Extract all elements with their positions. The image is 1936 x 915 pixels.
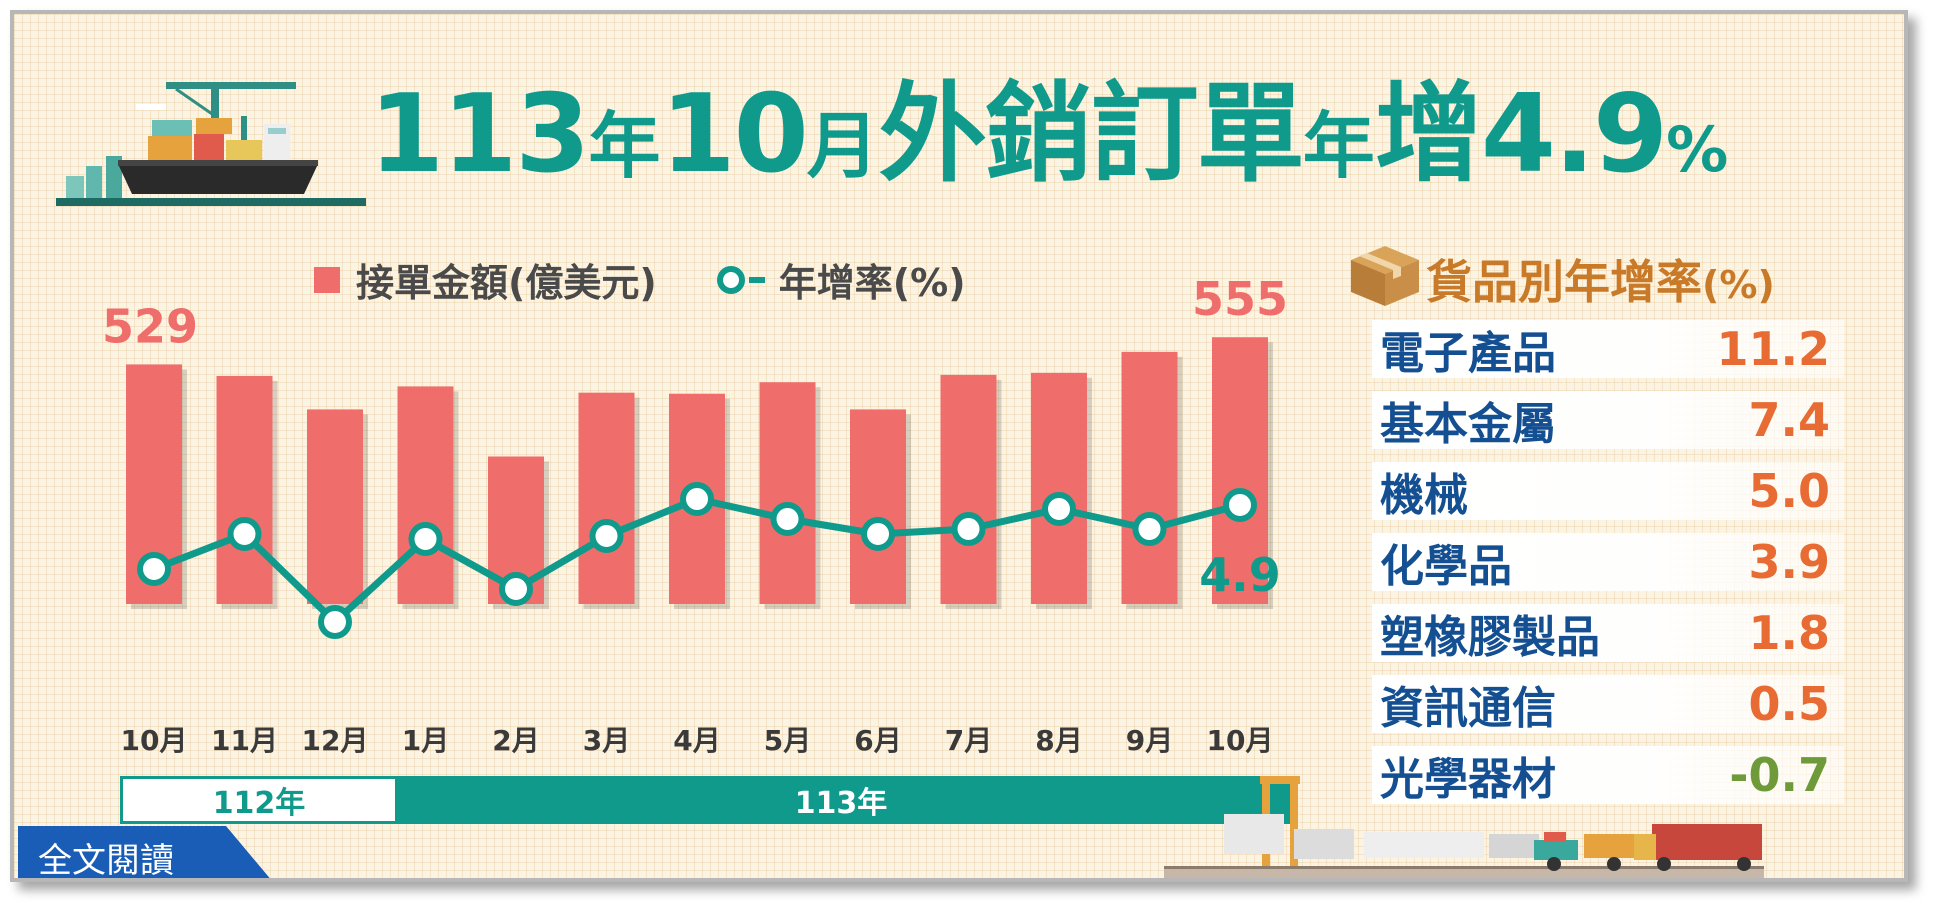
growth-rate-point	[951, 512, 986, 546]
bar	[216, 375, 273, 604]
growth-rate-point	[1132, 512, 1167, 546]
growth-rate-point	[861, 517, 895, 551]
headline-month: 10	[660, 72, 808, 197]
category-row: 基本金屬 7.4	[1372, 391, 1844, 450]
headline-year-word: 年	[1302, 104, 1375, 188]
headline-rate: 4.9	[1480, 72, 1668, 197]
line-legend-dash	[748, 276, 765, 283]
year-113-label: 113年	[794, 786, 888, 821]
bar	[578, 392, 635, 604]
category-title-text: 貨品別年增率	[1426, 255, 1702, 309]
bar-data-label: 529	[102, 299, 198, 353]
month-tick-label: 11月	[211, 724, 278, 757]
bar	[397, 386, 454, 604]
month-tick-label: 10月	[121, 724, 188, 757]
growth-rate-point	[589, 519, 624, 553]
month-tick-label: 5月	[764, 724, 811, 757]
bar	[1031, 372, 1087, 604]
growth-rate-point	[770, 502, 805, 536]
month-tick-label: 6月	[854, 724, 901, 757]
headline-increase: 增	[1374, 72, 1483, 197]
month-tick-label: 9月	[1126, 724, 1173, 757]
bar-data-label: 555	[1192, 272, 1288, 326]
category-value: 3.9	[1748, 535, 1831, 589]
month-tick-label: 8月	[1035, 724, 1082, 757]
growth-rate-point	[318, 605, 352, 639]
category-row: 塑橡膠製品 1.8	[1372, 604, 1844, 663]
category-list: 電子產品 11.2 基本金屬 7.4 機械 5.0 化學品 3.9 塑橡膠製品 …	[1372, 320, 1844, 817]
bar	[1212, 337, 1268, 604]
chart-legend: 接單金額(億美元) 年增率(%)	[314, 252, 966, 307]
growth-rate-point	[227, 517, 262, 551]
read-full-text-button[interactable]: 全文閱讀	[18, 826, 278, 878]
category-name: 基本金屬	[1380, 399, 1556, 450]
infographic-frame: 113 年 10 月 外銷訂單 年 增 4.9 % 接單金額(億美元) 年增率(…	[10, 10, 1908, 882]
category-growth-title: 貨品別年增率(%)	[1426, 246, 1775, 312]
growth-rate-data-label: 4.9	[1199, 548, 1281, 602]
growth-rate-point	[499, 572, 533, 606]
trucks-illustration	[1164, 776, 1764, 878]
headline-subject: 外銷訂單	[878, 72, 1305, 197]
category-name: 資訊通信	[1380, 683, 1556, 734]
bar	[759, 382, 816, 604]
category-value: 0.5	[1748, 677, 1831, 731]
category-title-unit: (%)	[1702, 263, 1775, 307]
headline-year-unit: 年	[588, 104, 661, 188]
category-row: 資訊通信 0.5	[1372, 675, 1844, 734]
category-value: 11.2	[1716, 322, 1831, 376]
bar-legend-swatch	[314, 266, 340, 293]
year-112-label: 112年	[123, 779, 395, 821]
cargo-ship-illustration	[56, 82, 366, 206]
growth-rate-point	[408, 522, 443, 556]
growth-rate-point	[680, 482, 714, 516]
category-name: 塑橡膠製品	[1380, 612, 1600, 663]
month-tick-label: 7月	[945, 724, 992, 757]
category-row: 化學品 3.9	[1372, 533, 1844, 592]
line-legend-marker-icon	[716, 265, 745, 294]
growth-rate-point	[1042, 492, 1076, 526]
orders-chart: 10月 11月 12月 1月 2月 3月 4月 5月 6月 7月 8月 9月 10月 529 555 4.9	[102, 272, 1288, 757]
month-tick-label: 10月	[1207, 724, 1274, 757]
category-value: 5.0	[1748, 464, 1831, 518]
headline-year: 113	[369, 72, 590, 197]
category-name: 光學器材	[1380, 754, 1556, 805]
month-tick-label: 1月	[402, 724, 449, 757]
bar	[307, 409, 363, 604]
bar	[850, 409, 906, 604]
category-row: 機械 5.0	[1372, 462, 1844, 521]
line-legend-label: 年增率(%)	[778, 261, 966, 305]
bar-legend-label: 接單金額(億美元)	[356, 261, 657, 305]
headline: 113 年 10 月 外銷訂單 年 增 4.9 %	[369, 70, 1728, 200]
category-value: 7.4	[1748, 393, 1831, 447]
headline-percent: %	[1666, 113, 1729, 186]
category-name: 電子產品	[1380, 328, 1556, 379]
package-box-icon	[1351, 246, 1419, 306]
category-value: 1.8	[1748, 606, 1831, 660]
category-name: 機械	[1380, 470, 1468, 521]
bar	[1121, 351, 1178, 604]
year-timeline: 112年 113年	[120, 776, 1290, 824]
growth-rate-point	[137, 552, 171, 586]
category-row: 電子產品 11.2	[1372, 320, 1844, 379]
month-tick-label: 2月	[492, 724, 539, 757]
month-tick-label: 4月	[673, 724, 720, 757]
month-tick-label: 12月	[302, 724, 369, 757]
growth-rate-point	[1223, 488, 1257, 522]
category-name: 化學品	[1380, 541, 1512, 592]
month-tick-label: 3月	[583, 724, 630, 757]
headline-month-unit: 月	[806, 104, 879, 188]
bar	[940, 374, 997, 604]
category-row: 光學器材 -0.7	[1372, 746, 1844, 805]
category-value: -0.7	[1729, 748, 1830, 802]
